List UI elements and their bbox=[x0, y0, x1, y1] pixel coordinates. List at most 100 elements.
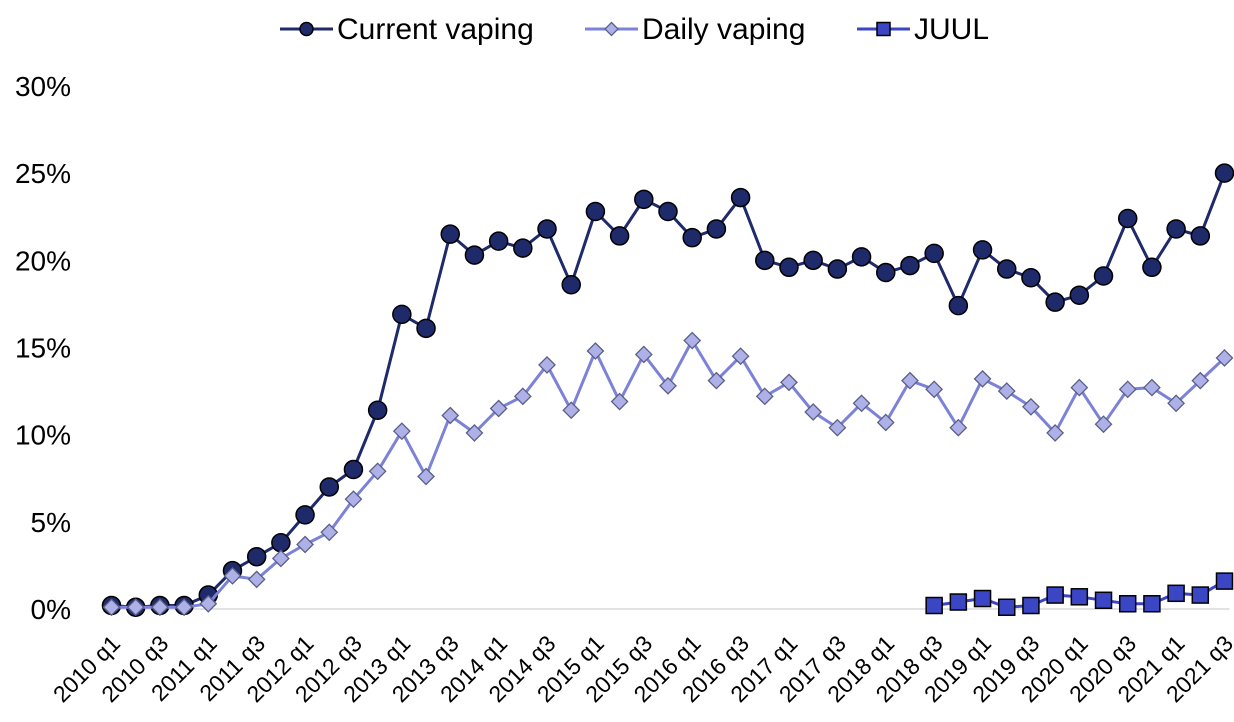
legend-item-juul: JUUL bbox=[857, 13, 989, 46]
data-point-current-vaping bbox=[416, 318, 436, 339]
legend-label: Daily vaping bbox=[642, 13, 805, 46]
data-point-current-vaping bbox=[658, 201, 678, 222]
data-point-daily-vaping bbox=[271, 549, 290, 568]
data-point-current-vaping bbox=[440, 224, 460, 244]
data-point-daily-vaping bbox=[949, 418, 968, 437]
data-point-daily-vaping bbox=[804, 403, 823, 421]
data-point-current-vaping bbox=[585, 201, 606, 222]
data-point-current-vaping bbox=[996, 259, 1017, 279]
data-point-juul bbox=[949, 593, 968, 611]
data-point-daily-vaping bbox=[1070, 378, 1089, 397]
data-point-daily-vaping bbox=[150, 598, 169, 617]
data-point-current-vaping bbox=[900, 255, 920, 276]
data-point-current-vaping bbox=[948, 295, 969, 316]
data-point-juul bbox=[1143, 595, 1161, 613]
series-juul bbox=[925, 572, 1234, 617]
data-point-daily-vaping bbox=[1094, 415, 1113, 434]
data-point-daily-vaping bbox=[707, 371, 726, 390]
data-point-current-vaping bbox=[924, 243, 944, 264]
data-point-daily-vaping bbox=[973, 369, 992, 388]
data-point-daily-vaping bbox=[852, 394, 871, 413]
data-point-daily-vaping bbox=[1191, 371, 1210, 390]
data-point-current-vaping bbox=[537, 219, 557, 239]
data-point-daily-vaping bbox=[828, 418, 847, 437]
data-point-current-vaping bbox=[1069, 285, 1090, 305]
data-point-current-vaping bbox=[464, 245, 485, 265]
legend-marker bbox=[604, 21, 619, 37]
data-point-daily-vaping bbox=[223, 566, 242, 585]
data-point-current-vaping bbox=[730, 187, 751, 208]
data-point-daily-vaping bbox=[1118, 380, 1137, 399]
data-point-daily-vaping bbox=[344, 490, 363, 509]
series-current-vaping bbox=[101, 163, 1234, 618]
data-point-daily-vaping bbox=[901, 371, 919, 390]
legend: Current vaping Daily vaping JUUL bbox=[280, 13, 989, 46]
data-point-current-vaping bbox=[1117, 208, 1138, 229]
series-daily-vaping bbox=[102, 331, 1234, 617]
data-point-juul bbox=[925, 596, 943, 615]
data-point-daily-vaping bbox=[1167, 394, 1186, 413]
legend-marker bbox=[876, 21, 891, 37]
data-point-daily-vaping bbox=[1022, 397, 1040, 416]
data-point-current-vaping bbox=[488, 231, 509, 251]
data-point-daily-vaping bbox=[102, 598, 121, 617]
data-point-daily-vaping bbox=[876, 413, 895, 432]
data-point-current-vaping bbox=[1093, 266, 1114, 286]
data-point-daily-vaping bbox=[199, 594, 218, 613]
data-point-daily-vaping bbox=[925, 380, 944, 399]
data-point-daily-vaping bbox=[755, 387, 774, 406]
data-point-juul bbox=[973, 589, 992, 608]
y-tick-label: 0% bbox=[31, 594, 71, 625]
data-point-current-vaping bbox=[682, 227, 702, 248]
data-point-current-vaping bbox=[706, 219, 727, 239]
data-point-daily-vaping bbox=[320, 523, 339, 542]
data-point-daily-vaping bbox=[126, 598, 145, 617]
data-point-current-vaping bbox=[827, 259, 848, 279]
data-point-juul bbox=[1070, 588, 1089, 606]
y-tick-label: 30% bbox=[15, 71, 71, 102]
data-point-juul bbox=[1215, 572, 1234, 590]
data-point-current-vaping bbox=[755, 250, 775, 271]
data-point-current-vaping bbox=[1021, 268, 1041, 288]
data-point-daily-vaping bbox=[634, 345, 653, 364]
data-point-current-vaping bbox=[779, 257, 799, 278]
data-point-current-vaping bbox=[246, 546, 267, 567]
data-point-daily-vaping bbox=[296, 535, 314, 554]
data-point-current-vaping bbox=[271, 533, 291, 553]
data-point-current-vaping bbox=[609, 226, 630, 246]
data-point-daily-vaping bbox=[441, 406, 460, 425]
data-point-daily-vaping bbox=[683, 331, 702, 350]
data-point-daily-vaping bbox=[368, 462, 387, 481]
data-point-daily-vaping bbox=[1046, 424, 1065, 442]
data-point-juul bbox=[1118, 595, 1137, 613]
data-point-juul bbox=[1094, 591, 1113, 610]
y-tick-label: 20% bbox=[15, 245, 71, 276]
y-axis: 0% 5% 10% 15% 20% 25% 30% bbox=[15, 71, 1230, 625]
data-point-current-vaping bbox=[1045, 292, 1065, 312]
data-point-daily-vaping bbox=[562, 401, 581, 420]
data-point-current-vaping bbox=[1190, 226, 1211, 246]
data-point-current-vaping bbox=[513, 238, 533, 258]
data-point-daily-vaping bbox=[1142, 378, 1161, 397]
data-point-daily-vaping bbox=[659, 376, 677, 395]
data-point-current-vaping bbox=[634, 189, 654, 210]
data-point-juul bbox=[1191, 586, 1210, 604]
data-point-current-vaping bbox=[392, 304, 412, 325]
data-point-daily-vaping bbox=[538, 356, 556, 374]
data-point-juul bbox=[1022, 596, 1040, 615]
data-point-current-vaping bbox=[1214, 163, 1234, 183]
y-tick-label: 5% bbox=[31, 507, 71, 538]
data-point-daily-vaping bbox=[392, 422, 411, 441]
data-point-current-vaping bbox=[343, 459, 364, 480]
data-point-juul bbox=[1167, 584, 1185, 603]
data-point-current-vaping bbox=[367, 400, 388, 421]
data-point-daily-vaping bbox=[513, 387, 532, 406]
data-point-daily-vaping bbox=[465, 424, 484, 442]
data-point-juul bbox=[997, 598, 1016, 617]
data-point-current-vaping bbox=[295, 505, 315, 525]
y-tick-label: 25% bbox=[15, 158, 71, 189]
legend-label: JUUL bbox=[914, 13, 989, 46]
data-point-daily-vaping bbox=[175, 598, 194, 617]
data-point-current-vaping bbox=[972, 240, 993, 260]
